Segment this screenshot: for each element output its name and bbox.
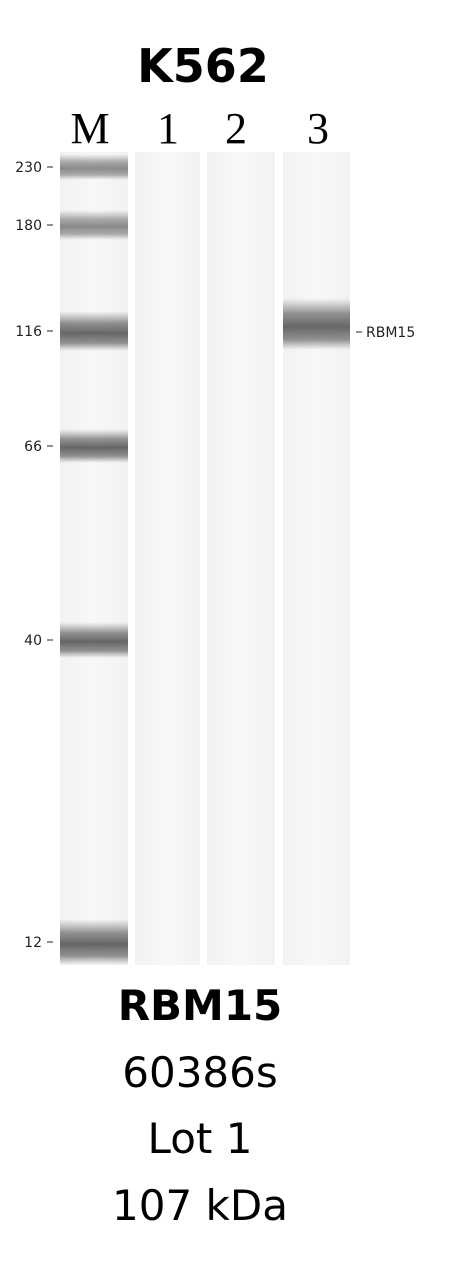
footer-mw: 107 kDa: [112, 1181, 288, 1230]
footer-lot: Lot 1: [148, 1114, 253, 1163]
lane-label: 2: [225, 104, 247, 153]
lane-label: 1: [157, 104, 179, 153]
marker-label: 230: [15, 160, 42, 176]
marker-label: 180: [15, 218, 42, 234]
lane: [207, 152, 275, 965]
footer-target: RBM15: [118, 981, 283, 1030]
blot-title: K562: [137, 39, 269, 93]
band-label: RBM15: [366, 325, 415, 341]
marker-band: [60, 622, 128, 658]
marker-label: 66: [24, 439, 42, 455]
marker-band: [60, 919, 128, 965]
footer-catalog: 60386s: [122, 1048, 278, 1097]
marker-label: 116: [15, 324, 42, 340]
lane-label: M: [70, 104, 109, 153]
marker-label: 40: [24, 633, 42, 649]
ladder: 230 180 116 66 40 12: [15, 154, 128, 965]
target-band: [283, 298, 350, 350]
marker-band: [60, 429, 128, 463]
lane: [60, 152, 128, 965]
marker-label: 12: [24, 935, 42, 951]
lane: [283, 152, 350, 965]
marker-band: [60, 154, 128, 180]
marker-band: [60, 210, 128, 240]
lane: [135, 152, 200, 965]
lane-label: 3: [307, 104, 329, 153]
marker-band: [60, 311, 128, 351]
